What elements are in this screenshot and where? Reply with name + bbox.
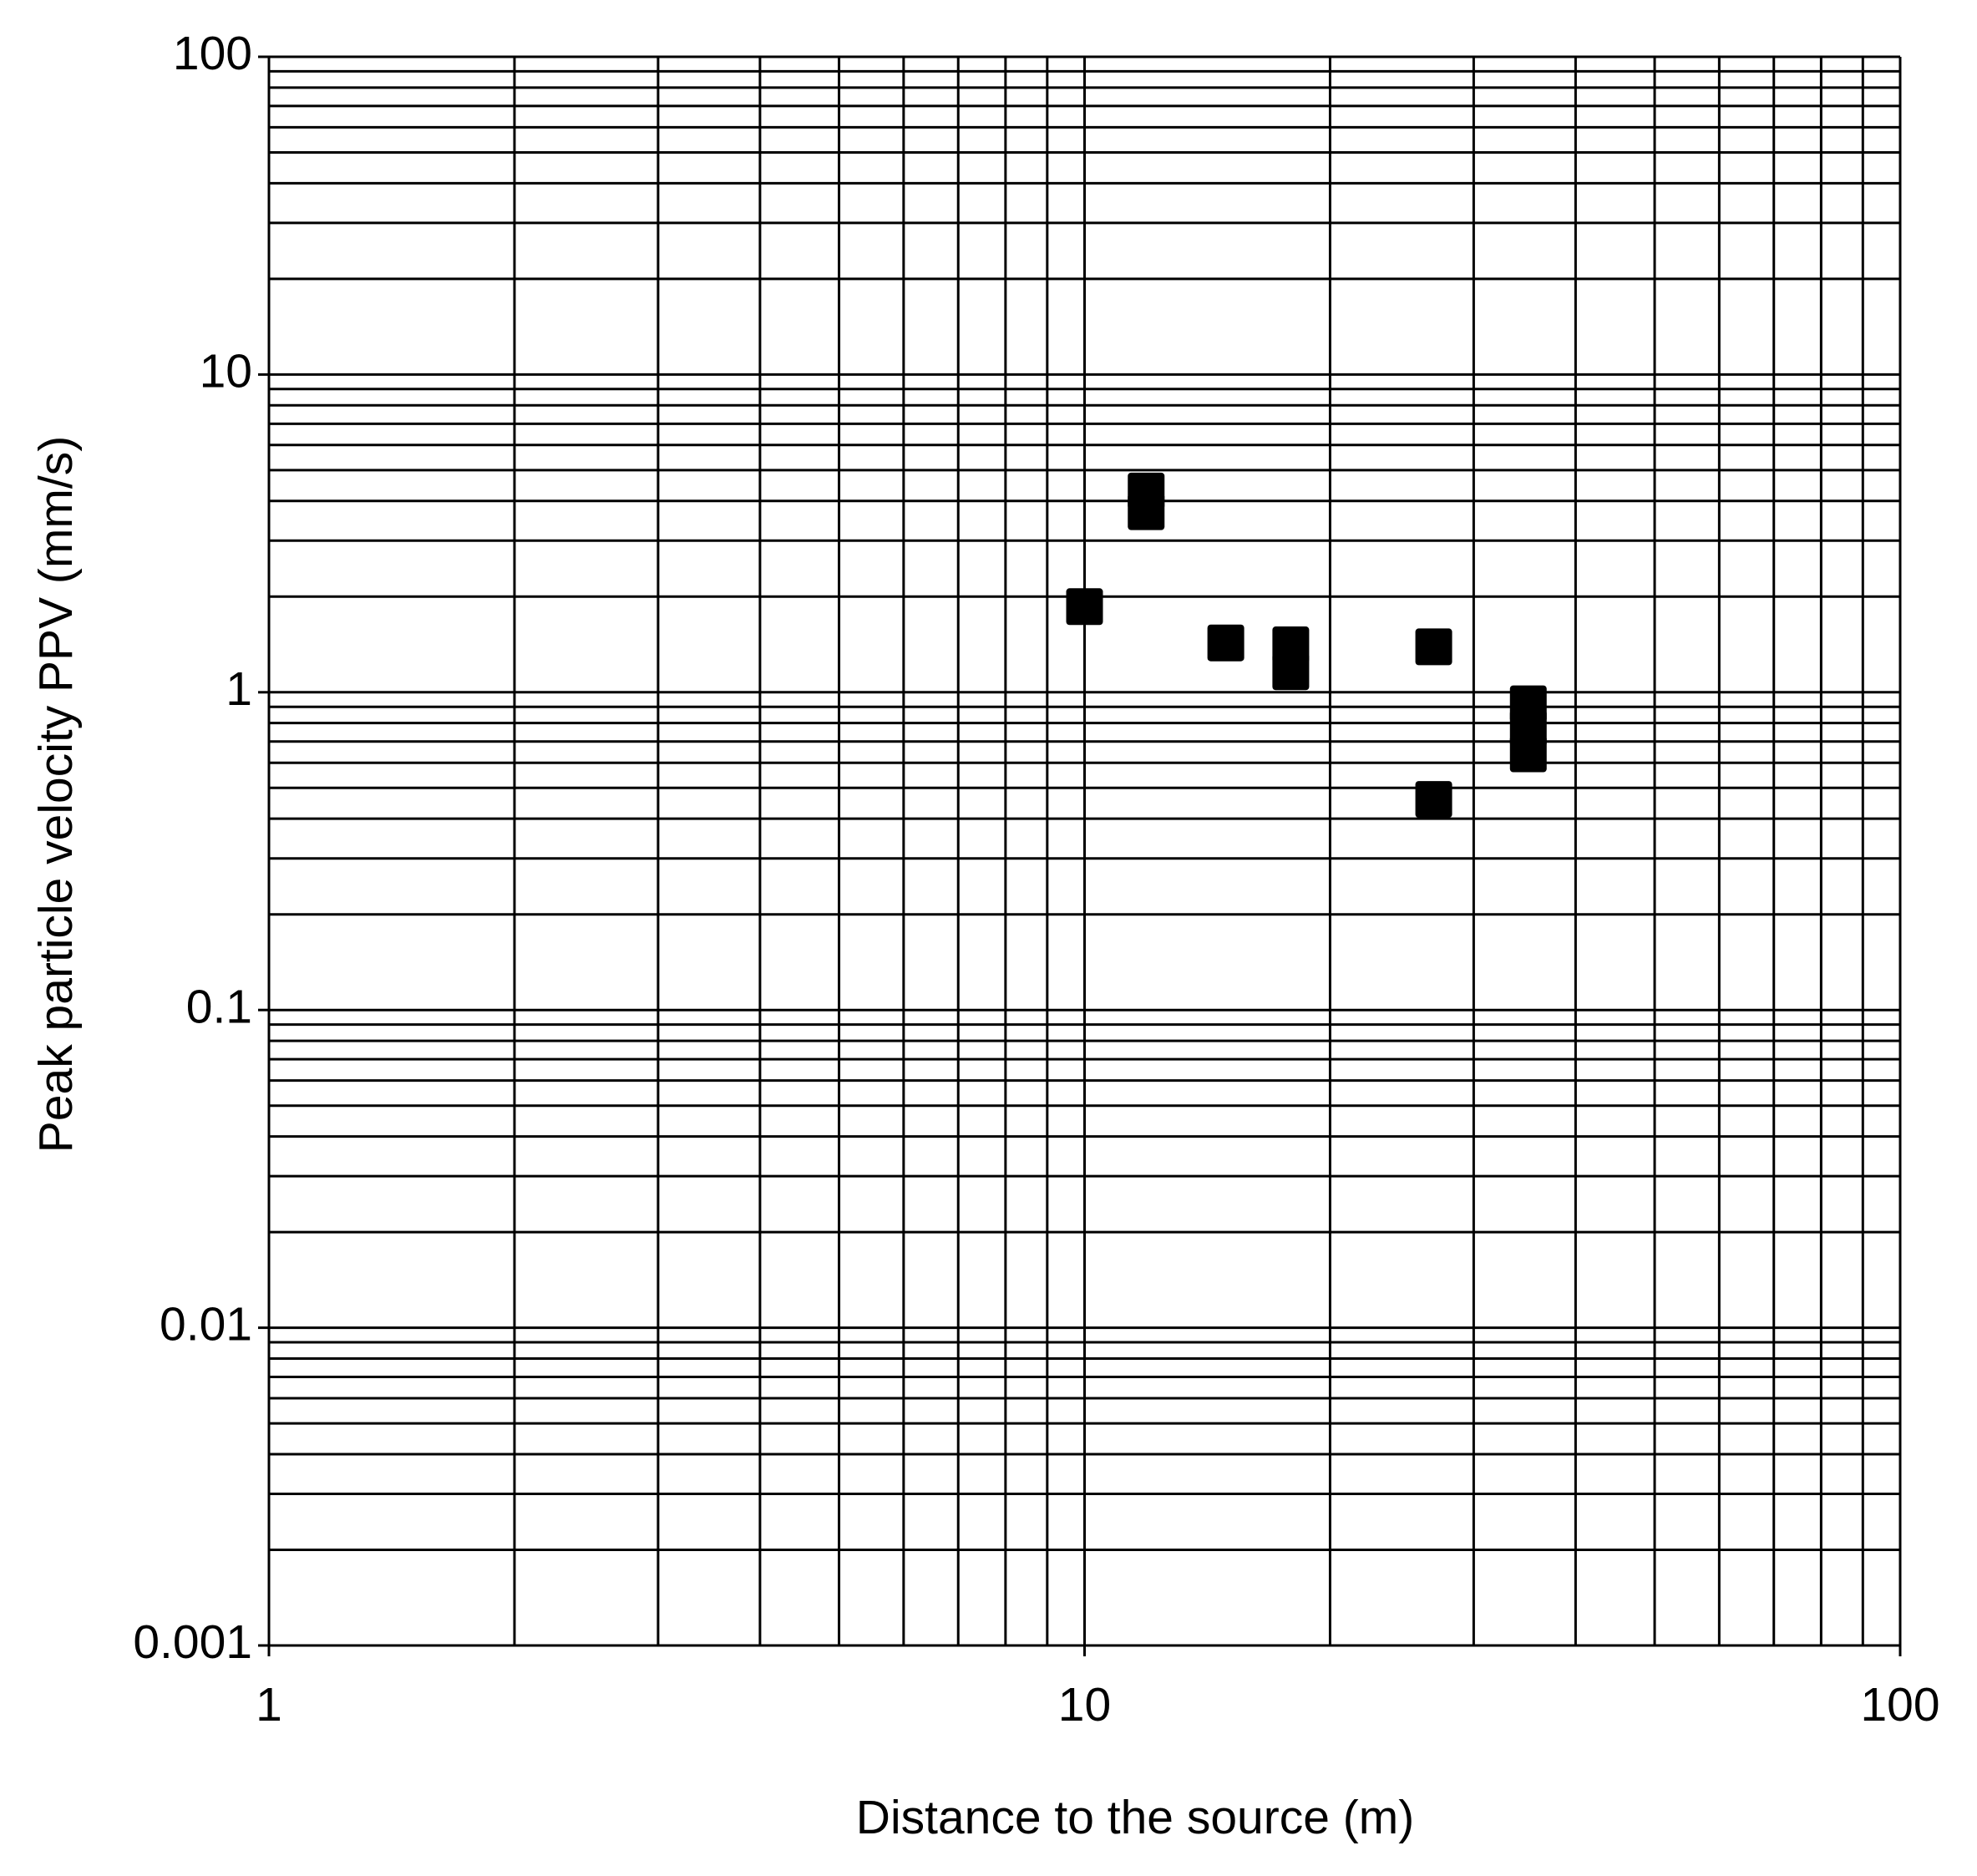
y-tick-label: 0.01 — [160, 1298, 252, 1351]
data-point — [1509, 735, 1547, 773]
data-point — [1415, 628, 1452, 666]
y-axis-label: Peak particle velocity PPV (mm/s) — [29, 436, 83, 1153]
x-tick-label: 100 — [1860, 1678, 1939, 1731]
x-axis-label: Distance to the source (m) — [856, 1791, 1414, 1844]
data-point — [1415, 781, 1452, 819]
y-tick-label: 0.1 — [186, 980, 252, 1033]
y-tick-label: 100 — [173, 27, 252, 80]
data-point — [1066, 588, 1103, 626]
x-tick-label: 1 — [256, 1678, 282, 1731]
x-tick-label: 10 — [1058, 1678, 1111, 1731]
data-point — [1207, 624, 1244, 662]
data-point — [1128, 493, 1165, 530]
y-tick-label: 0.001 — [133, 1615, 252, 1669]
data-point — [1272, 653, 1310, 691]
y-tick-label: 10 — [200, 344, 252, 398]
y-tick-label: 1 — [226, 662, 252, 716]
